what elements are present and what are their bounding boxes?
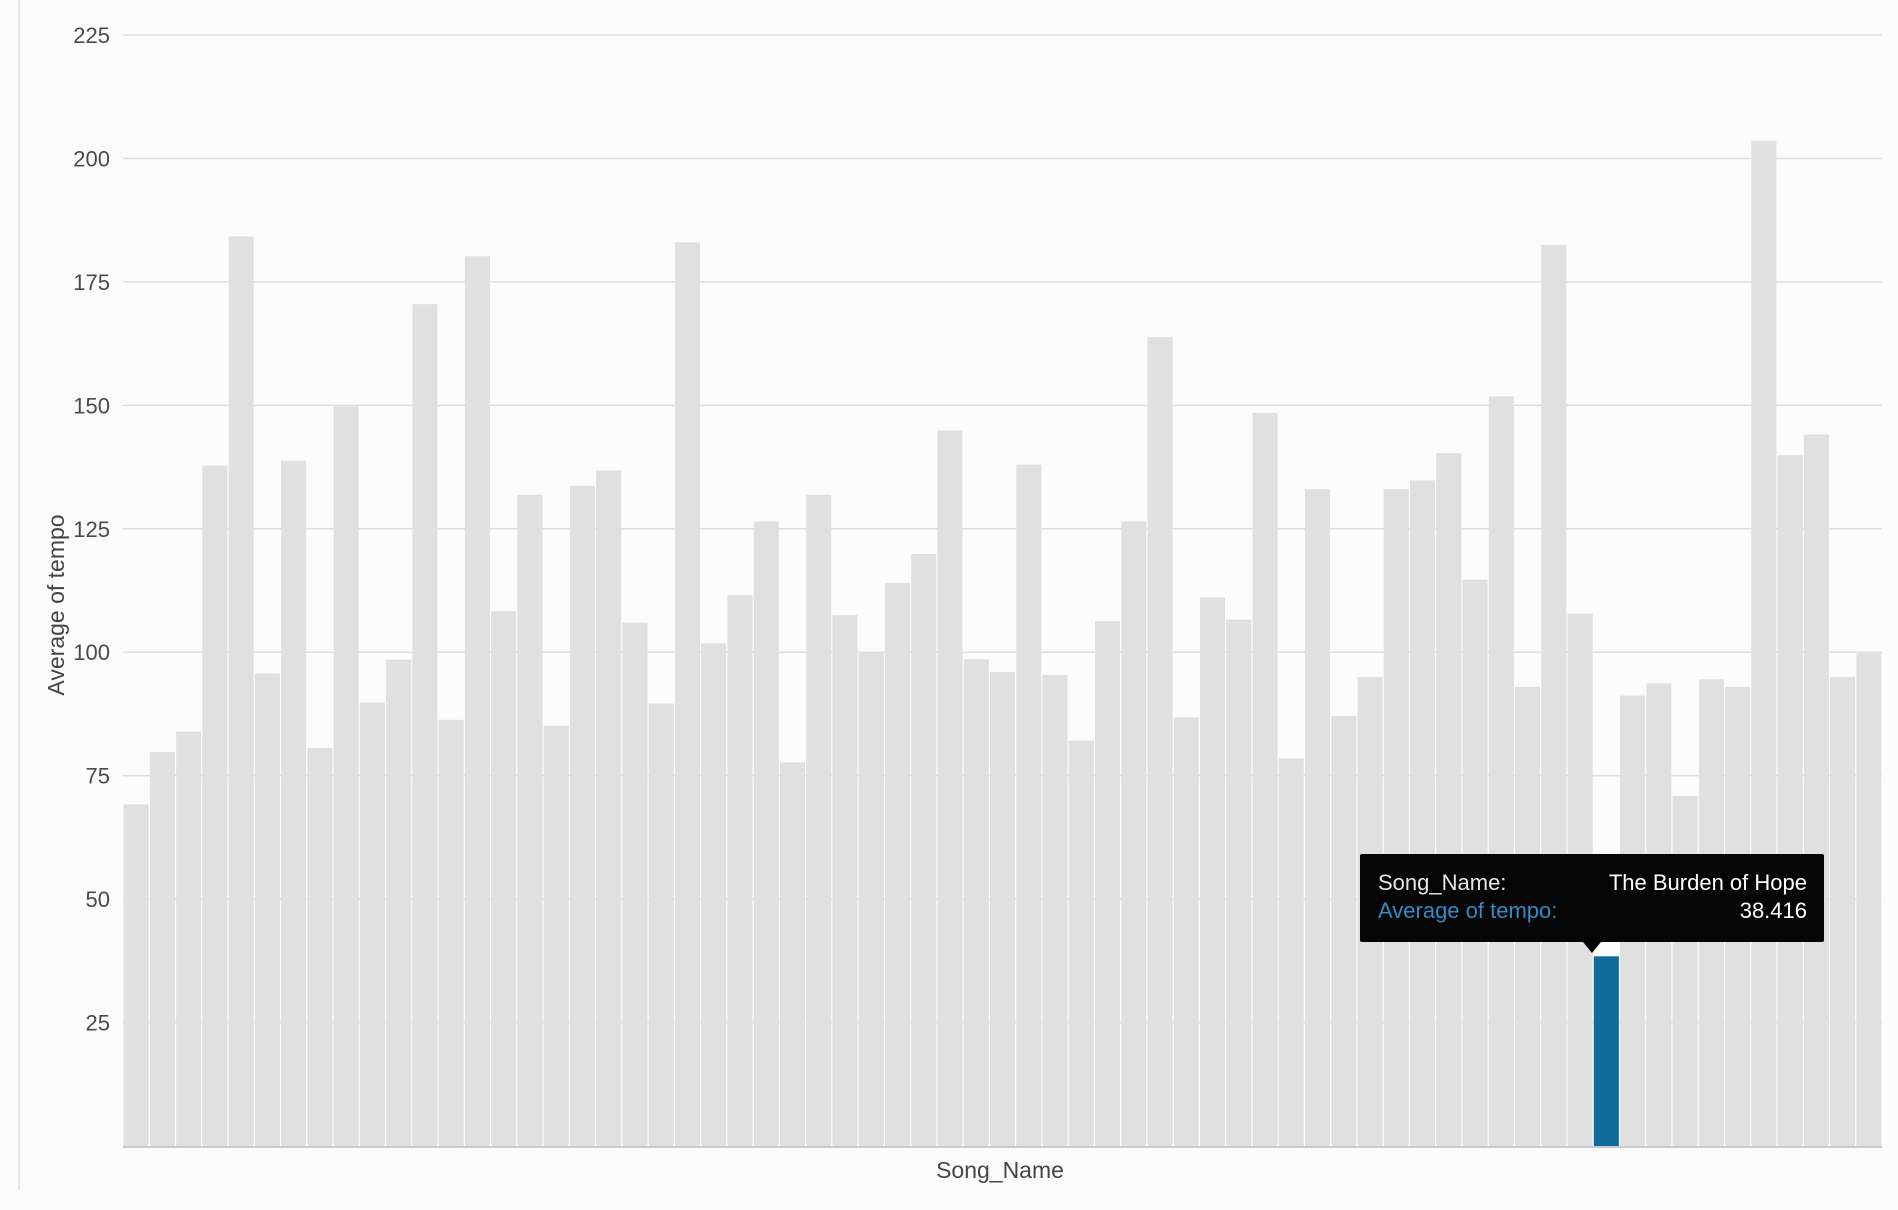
bar[interactable] (1042, 674, 1068, 1146)
y-tick-label: 175 (73, 270, 110, 295)
bar[interactable] (176, 731, 202, 1146)
bar[interactable] (359, 702, 385, 1146)
y-axis-ticks: 25 50 75 100 125 150 175 200 225 (73, 23, 110, 1036)
bar[interactable] (1173, 717, 1199, 1146)
y-tick-label: 200 (73, 146, 110, 171)
bar[interactable] (1068, 740, 1094, 1146)
tooltip-name-label: Song_Name: (1378, 870, 1506, 895)
bar[interactable] (1856, 652, 1882, 1146)
bar[interactable] (1672, 795, 1698, 1146)
bar[interactable] (1200, 597, 1226, 1146)
bar[interactable] (281, 460, 307, 1146)
y-tick-label: 150 (73, 393, 110, 418)
bar[interactable] (1541, 244, 1567, 1146)
y-tick-label: 125 (73, 517, 110, 542)
bar[interactable] (937, 430, 963, 1146)
bar[interactable] (1278, 758, 1304, 1146)
bar[interactable] (701, 643, 727, 1146)
bar[interactable] (1094, 621, 1121, 1146)
y-tick-label: 25 (86, 1011, 110, 1036)
y-tick-label: 100 (73, 640, 110, 665)
bar[interactable] (1252, 412, 1278, 1146)
tooltip-name-value: The Burden of Hope (1609, 870, 1807, 895)
bar-highlighted[interactable] (1593, 956, 1619, 1146)
bar[interactable] (123, 804, 149, 1146)
bar[interactable] (1803, 434, 1829, 1147)
bar[interactable] (1383, 489, 1409, 1147)
bar[interactable] (202, 465, 228, 1146)
bar[interactable] (832, 615, 858, 1146)
bar[interactable] (386, 659, 412, 1146)
bar[interactable] (884, 583, 911, 1146)
y-tick-label: 75 (86, 764, 110, 789)
bar[interactable] (1436, 453, 1462, 1147)
bar[interactable] (1331, 715, 1357, 1146)
bar[interactable] (806, 494, 832, 1146)
bar[interactable] (1751, 140, 1777, 1146)
bar[interactable] (963, 659, 989, 1146)
bar[interactable] (727, 594, 753, 1146)
bar[interactable] (307, 748, 333, 1146)
tooltip-value-label: Average of tempo: (1378, 898, 1557, 923)
bar[interactable] (1488, 396, 1514, 1147)
tooltip: Song_Name: The Burden of Hope Average of… (1360, 854, 1824, 953)
bar[interactable] (149, 751, 175, 1146)
bar[interactable] (228, 236, 254, 1147)
bar[interactable] (1226, 619, 1252, 1146)
bar[interactable] (254, 673, 280, 1146)
bar[interactable] (674, 242, 700, 1147)
bar[interactable] (596, 470, 622, 1147)
tooltip-pointer (1583, 942, 1601, 953)
bar[interactable] (622, 622, 648, 1146)
bar[interactable] (333, 406, 359, 1146)
bar[interactable] (648, 703, 674, 1146)
bar[interactable] (438, 719, 464, 1146)
bar[interactable] (911, 553, 937, 1146)
bar[interactable] (491, 611, 517, 1146)
bar[interactable] (517, 494, 543, 1146)
bar[interactable] (1305, 489, 1331, 1147)
bar[interactable] (464, 256, 490, 1147)
y-tick-label: 50 (86, 887, 110, 912)
y-axis-title: Average of tempo (43, 514, 69, 695)
bar[interactable] (543, 725, 569, 1146)
tooltip-value-value: 38.416 (1740, 898, 1807, 923)
bar[interactable] (989, 671, 1016, 1146)
bar[interactable] (1410, 480, 1436, 1146)
bars (123, 140, 1882, 1147)
bar[interactable] (412, 304, 438, 1146)
x-axis-title: Song_Name (936, 1157, 1064, 1183)
bar[interactable] (1777, 455, 1803, 1146)
tooltip-box (1360, 854, 1824, 942)
bar[interactable] (1830, 676, 1856, 1146)
bar[interactable] (1121, 521, 1147, 1146)
y-tick-label: 225 (73, 23, 110, 48)
bar[interactable] (569, 485, 595, 1147)
bar[interactable] (1016, 464, 1042, 1146)
bar[interactable] (858, 652, 884, 1146)
bar[interactable] (753, 521, 779, 1146)
bar[interactable] (1147, 337, 1173, 1146)
bar[interactable] (779, 762, 805, 1146)
